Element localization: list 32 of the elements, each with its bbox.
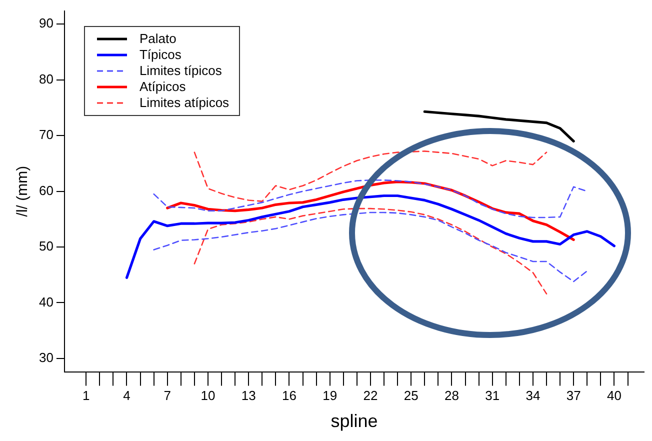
y-tick-label: 80 — [38, 71, 54, 86]
x-tick-label: 31 — [485, 388, 500, 404]
x-tick-label: 7 — [164, 388, 171, 404]
x-tick-label: 4 — [123, 388, 130, 404]
x-tick-label: 22 — [363, 388, 378, 404]
line-series — [153, 212, 588, 282]
x-tick-label: 19 — [322, 388, 338, 404]
y-tick-label: 40 — [38, 294, 54, 310]
x-tick-label: 25 — [404, 388, 418, 404]
legend-label: Atípicos — [139, 78, 186, 95]
line-series — [194, 150, 548, 202]
legend-label: Típicos — [139, 46, 182, 63]
y-tick-label: 70 — [38, 127, 54, 142]
x-tick-label: 40 — [606, 388, 622, 404]
x-tick-label: 16 — [282, 388, 296, 404]
line-series — [153, 180, 588, 218]
x-tick-label: 28 — [444, 388, 459, 404]
y-tick-label: 60 — [38, 182, 54, 198]
y-tick-label: 30 — [38, 350, 54, 366]
legend-label: Limites atípicos — [139, 94, 230, 111]
legend-label: Limites típicos — [139, 62, 222, 79]
line-series — [194, 208, 548, 294]
x-tick-label: 10 — [200, 388, 216, 404]
x-tick-label: 13 — [241, 388, 256, 404]
x-axis-title: spline — [330, 411, 378, 432]
x-tick-label: 1 — [82, 388, 90, 404]
y-tick-label: 90 — [38, 16, 54, 31]
x-tick-label: 34 — [526, 388, 540, 404]
legend-label: Palato — [139, 30, 176, 47]
y-axis-title: /l/ (mm) — [14, 166, 32, 217]
x-tick-label: 37 — [566, 388, 581, 404]
y-tick-label: 50 — [38, 238, 54, 254]
